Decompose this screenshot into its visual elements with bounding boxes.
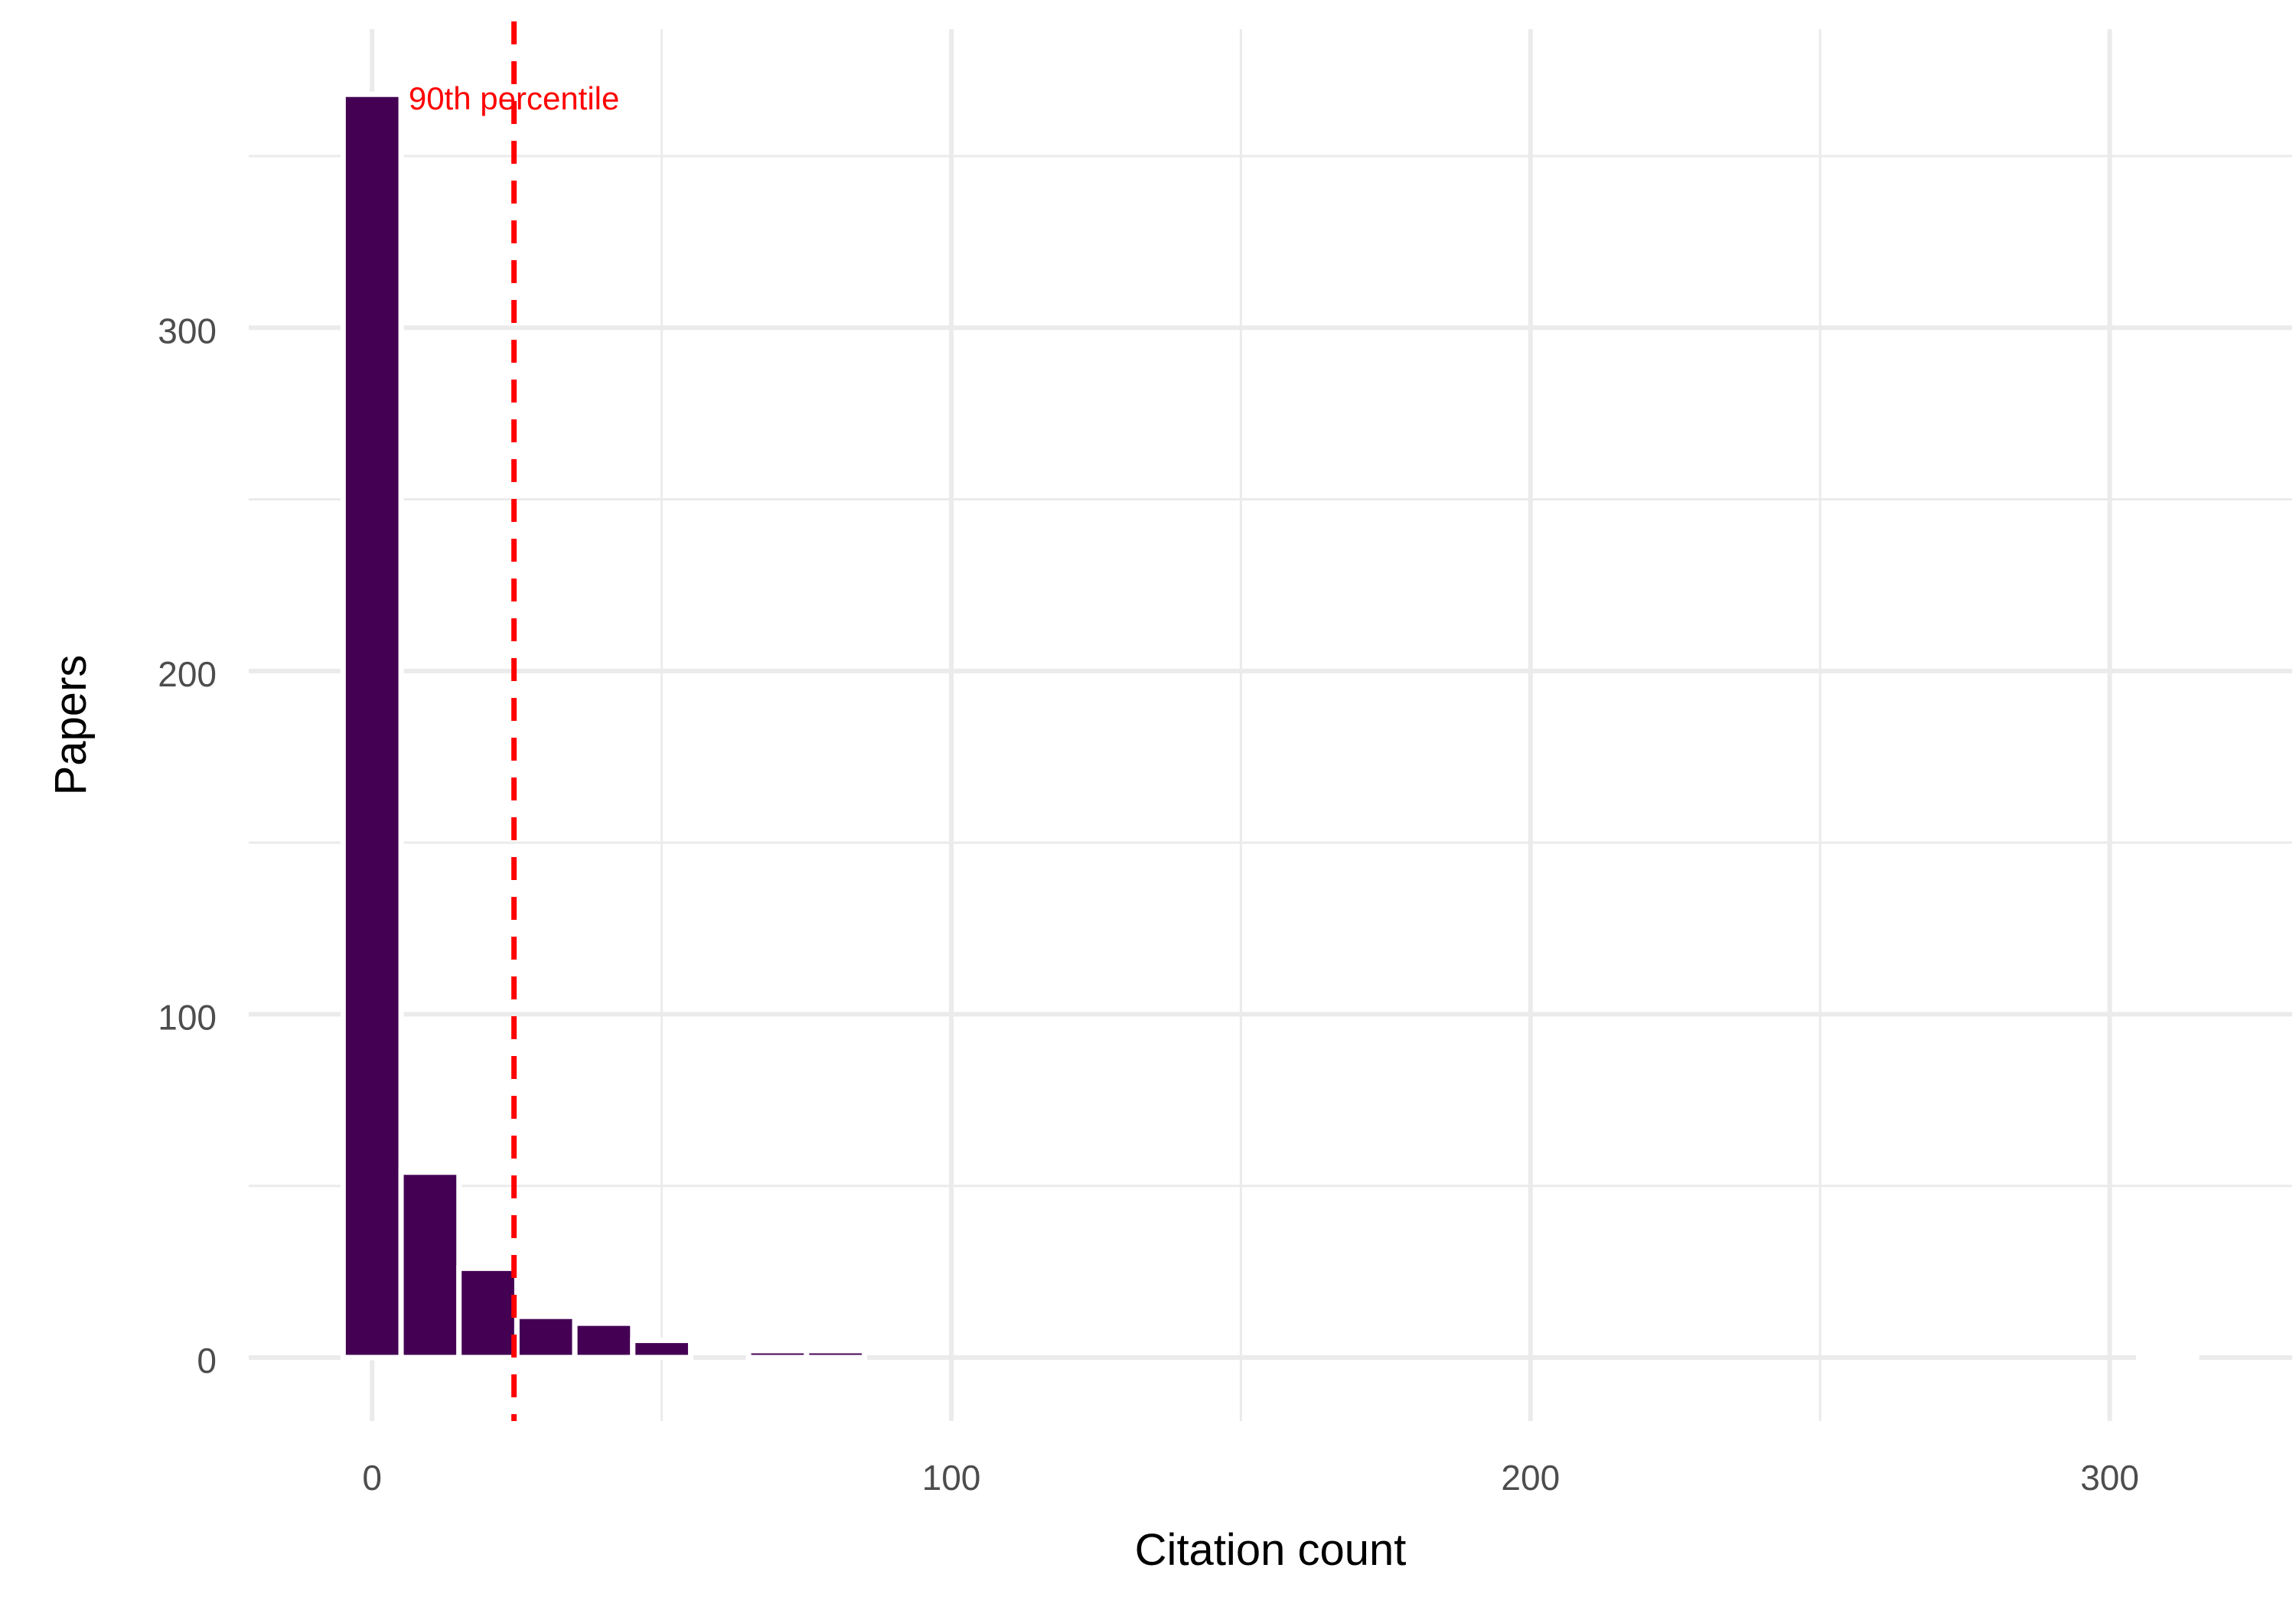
- x-tick-label: 200: [1501, 1458, 1560, 1498]
- x-tick-label: 100: [922, 1458, 981, 1498]
- histogram-bar: [514, 1313, 578, 1361]
- percentile-reference: 90th percentile: [409, 21, 620, 1421]
- major-gridlines: [249, 29, 2292, 1421]
- x-axis-title: Citation count: [1135, 1525, 1407, 1575]
- y-tick-label: 0: [197, 1341, 217, 1380]
- percentile-label: 90th percentile: [409, 80, 620, 116]
- minor-gridlines: [249, 29, 2292, 1421]
- x-tick-label: 0: [362, 1458, 382, 1498]
- x-tick-label: 300: [2080, 1458, 2139, 1498]
- histogram-bar: [572, 1320, 636, 1361]
- histogram-bar: [398, 1169, 462, 1361]
- x-axis-tick-labels: 0 100 200 300: [362, 1458, 2139, 1498]
- histogram-bar: [745, 1348, 810, 1361]
- y-tick-label: 300: [158, 311, 217, 350]
- histogram-bar: [630, 1338, 693, 1361]
- y-axis-title: Papers: [46, 655, 96, 796]
- histogram-bar: [456, 1265, 520, 1361]
- y-tick-label: 100: [158, 997, 217, 1037]
- histogram-bar: [804, 1348, 867, 1361]
- histogram-bar: [2135, 1351, 2200, 1361]
- y-axis-tick-labels: 0 100 200 300: [158, 311, 217, 1380]
- y-tick-label: 200: [158, 654, 217, 694]
- histogram-bars: [340, 91, 2200, 1361]
- histogram-bar: [340, 91, 404, 1361]
